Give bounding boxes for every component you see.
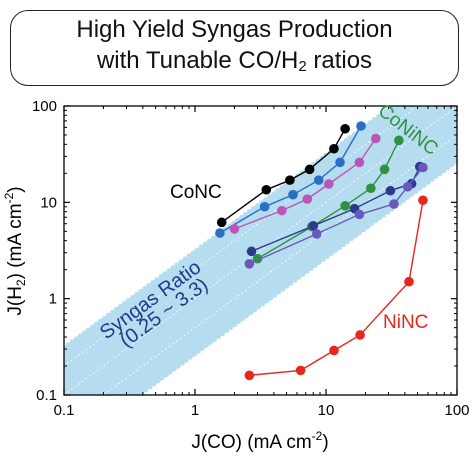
data-point: [311, 229, 322, 239]
x-axis-title-end: ): [322, 432, 328, 453]
data-point: [394, 135, 404, 146]
data-point: [244, 259, 255, 269]
data-point: [288, 189, 298, 200]
data-point: [329, 345, 339, 356]
data-point: [215, 228, 225, 238]
data-point: [402, 181, 413, 192]
y-axis-title-text: J(H: [5, 286, 26, 316]
data-point: [308, 221, 319, 231]
data-point: [404, 276, 414, 287]
data-point: [295, 365, 306, 376]
y-tick-label: 0.1: [36, 387, 57, 404]
series-1: [215, 121, 366, 238]
series-line: [257, 139, 400, 260]
band-guide-1: [64, 106, 457, 395]
data-point: [366, 183, 376, 194]
data-point: [340, 123, 350, 134]
data-point: [216, 217, 227, 228]
series-line: [219, 125, 362, 234]
data-point: [304, 164, 315, 175]
data-point: [379, 164, 390, 175]
x-tick-label: 0.1: [54, 402, 75, 419]
y-axis-title-sup: -2: [2, 192, 16, 203]
data-point: [340, 201, 350, 211]
data-point: [302, 194, 313, 204]
data-point: [371, 133, 381, 144]
band-guide-0: [102, 134, 457, 395]
data-point: [285, 175, 295, 185]
band-guide-2: [64, 106, 419, 367]
title-line-2-text: with Tunable CO/H: [96, 47, 299, 74]
band-edge-0: [141, 163, 457, 395]
title-line-2: with Tunable CO/H2 ratios: [97, 45, 372, 82]
data-point: [313, 175, 324, 185]
data-point: [385, 185, 396, 196]
label-conc: CoNC: [170, 182, 222, 203]
x-tick-label: 1: [191, 402, 199, 419]
syngas-ratio-band: [64, 106, 457, 395]
y-axis-title-sub: 2: [14, 279, 28, 286]
data-series: [215, 121, 428, 381]
data-point: [335, 157, 345, 168]
y-tick-label: 10: [40, 194, 57, 211]
y-axis-title-close: ): [5, 186, 26, 192]
series-5: [244, 162, 428, 269]
title-box: High Yield Syngas Production with Tunabl…: [10, 10, 459, 86]
series-line: [249, 200, 424, 376]
data-point: [261, 184, 272, 195]
series-0: [216, 123, 350, 228]
data-point: [323, 179, 334, 189]
x-axis-title: J(CO) (mA cm-2): [191, 429, 328, 453]
data-point: [355, 330, 365, 340]
y-tick-label: 100: [32, 98, 57, 115]
axis-ticks: 0.10.1 1 1 10 10 100 100: [32, 98, 470, 419]
data-point: [277, 205, 287, 216]
title-line-1: High Yield Syngas Production: [76, 16, 393, 43]
x-axis-title-sup: -2: [312, 429, 323, 443]
data-point: [356, 121, 366, 131]
y-axis-title: J(H2) (mA cm-2): [2, 186, 28, 315]
data-point: [229, 224, 240, 234]
y-axis-title-mid: ) (mA cm: [5, 203, 26, 279]
data-point: [244, 370, 255, 381]
data-point: [246, 246, 257, 257]
title-subscript: 2: [298, 58, 307, 75]
data-point: [354, 157, 365, 168]
data-point: [354, 209, 365, 220]
y-tick-label: 1: [49, 291, 57, 308]
label-ninc: NiNC: [383, 312, 428, 333]
x-tick-label: 100: [444, 402, 469, 419]
data-point: [418, 162, 428, 173]
plot-frame: [63, 105, 458, 396]
data-point: [389, 199, 399, 209]
data-point: [259, 201, 270, 212]
data-point: [329, 143, 339, 154]
title-line-2-end: ratios: [306, 47, 373, 74]
x-tick-label: 10: [318, 402, 335, 419]
series-2: [229, 133, 381, 234]
x-axis-title-text: J(CO) (mA cm: [191, 432, 311, 453]
series-6: [244, 195, 428, 381]
data-point: [418, 195, 428, 206]
band-edge-1: [64, 106, 391, 346]
